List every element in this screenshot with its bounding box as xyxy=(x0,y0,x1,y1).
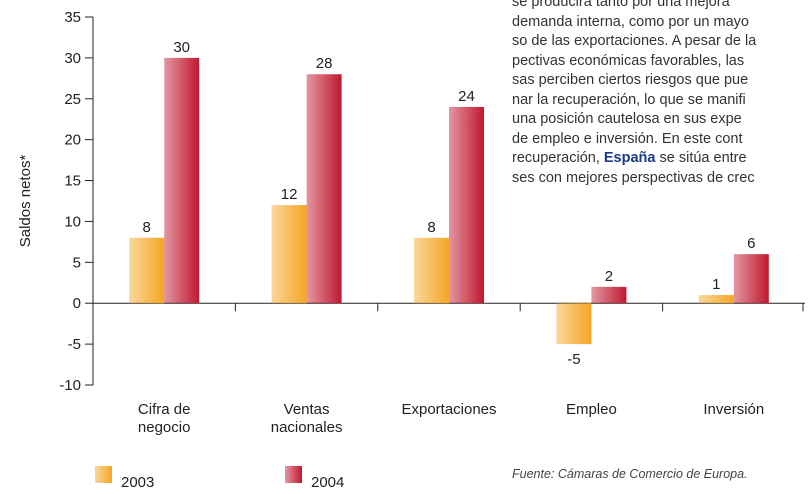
paragraph-line: se producirá tanto por una mejora xyxy=(512,0,730,10)
source: Fuente: Cámaras de Comercio de Europa. xyxy=(512,467,748,481)
data-label: 24 xyxy=(458,88,475,105)
y-tick-label: 30 xyxy=(64,50,81,67)
bar xyxy=(698,295,734,304)
legend-label: 2004 xyxy=(311,474,344,491)
legend-label: 2003 xyxy=(121,474,154,491)
bar xyxy=(556,303,592,345)
text: de empleo e inversión. En este cont xyxy=(512,130,743,147)
bar xyxy=(733,254,769,304)
y-tick-label: 20 xyxy=(64,132,81,149)
paragraph-line: demanda interna, como por un mayo xyxy=(512,14,749,30)
bar xyxy=(129,237,165,304)
bar xyxy=(414,237,449,304)
x-tick-label: Cifra de negocio xyxy=(137,401,191,436)
y-tick-label: -5 xyxy=(68,336,81,353)
bar xyxy=(164,57,200,304)
paragraph-line: una posición cautelosa en sus expe xyxy=(512,111,742,127)
text: pectivas económicas favorables, las xyxy=(512,52,745,69)
legend-swatch xyxy=(285,466,302,483)
x-tick-label: Inversión xyxy=(703,401,765,418)
bar xyxy=(306,74,342,304)
paragraph-line: recuperación, España se sitúa entre xyxy=(512,150,747,166)
data-label: 6 xyxy=(747,235,755,252)
y-tick-label: 25 xyxy=(64,91,81,108)
paragraph-line: de empleo e inversión. En este cont xyxy=(512,131,743,147)
data-label: 12 xyxy=(281,186,298,203)
paragraph-line: pectivas económicas favorables, las xyxy=(512,53,744,69)
data-label: -5 xyxy=(567,351,580,368)
x-tick-label: Ventas nacionales xyxy=(270,401,343,436)
text: ses con mejores perspectivas de crec xyxy=(512,169,755,186)
text: nar la recuperación, lo que se manifi xyxy=(512,91,746,108)
y-tick-label: -10 xyxy=(59,377,81,394)
x-tick-label: Empleo xyxy=(565,401,617,418)
bar xyxy=(271,205,307,304)
data-label: 2 xyxy=(605,268,613,285)
legend-swatch xyxy=(95,466,112,483)
y-tick-label: 15 xyxy=(64,173,81,190)
y-tick-label: 10 xyxy=(64,213,81,230)
y-tick-label: 35 xyxy=(64,9,81,26)
paragraph-line: so de las exportaciones. A pesar de la xyxy=(512,33,756,49)
y-axis-label: Saldos netos* xyxy=(17,155,34,248)
text: so de las exportaciones. A pesar de la xyxy=(512,33,757,49)
bar xyxy=(449,106,484,304)
text: demanda interna, como por un mayo xyxy=(512,13,749,30)
data-label: 8 xyxy=(143,219,151,236)
text: se sitúa entre xyxy=(655,150,747,166)
paragraph-line: ses con mejores perspectivas de crec xyxy=(512,170,755,186)
y-tick-label: 5 xyxy=(73,254,81,271)
data-label: 28 xyxy=(316,55,333,72)
text: recuperación, xyxy=(512,150,604,166)
paragraph-line: nar la recuperación, lo que se manifi xyxy=(512,92,746,108)
text: una posición cautelosa en sus expe xyxy=(512,111,742,127)
text: sas perciben ciertos riesgos que pue xyxy=(512,72,749,88)
data-label: 1 xyxy=(712,276,720,293)
y-tick-label: 0 xyxy=(73,295,81,312)
highlight: España xyxy=(603,150,656,166)
data-label: 30 xyxy=(173,39,190,56)
paragraph-line: sas perciben ciertos riesgos que pue xyxy=(512,72,748,88)
x-tick-label: Exportaciones xyxy=(401,401,497,418)
data-label: 8 xyxy=(427,219,435,236)
text: se producirá tanto por una mejora xyxy=(512,0,730,10)
bar xyxy=(591,286,627,304)
